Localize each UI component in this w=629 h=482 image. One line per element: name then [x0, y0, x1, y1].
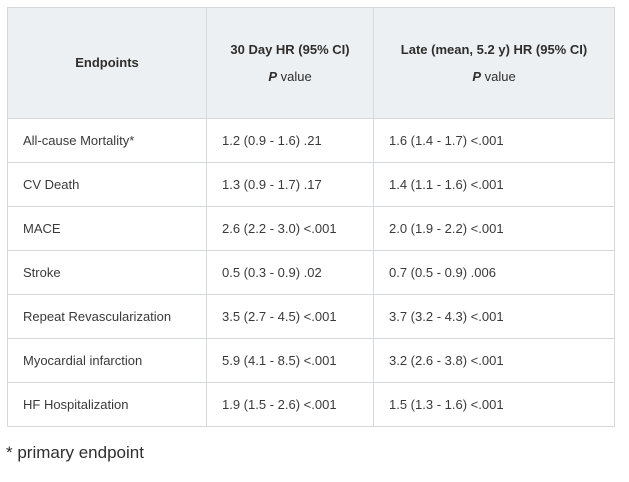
hr-late-cell: 3.2 (2.6 - 3.8) <.001	[373, 338, 615, 383]
table-row: Repeat Revascularization 3.5 (2.7 - 4.5)…	[7, 294, 615, 339]
header-late-hr: Late (mean, 5.2 y) HR (95% CI) P value	[373, 7, 615, 119]
endpoint-cell: Stroke	[7, 250, 207, 295]
hr-30-day-cell: 2.6 (2.2 - 3.0) <.001	[206, 206, 374, 251]
endpoint-cell: HF Hospitalization	[7, 382, 207, 427]
hr-30-day-cell: 1.3 (0.9 - 1.7) .17	[206, 162, 374, 207]
header-row: Endpoints 30 Day HR (95% CI) P value Lat…	[7, 7, 615, 119]
hr-late-cell: 1.4 (1.1 - 1.6) <.001	[373, 162, 615, 207]
header-30-day-hr-label: 30 Day HR (95% CI)	[230, 41, 350, 57]
footnote-primary-endpoint: * primary endpoint	[6, 443, 144, 462]
endpoint-cell: MACE	[7, 206, 207, 251]
endpoint-cell: Repeat Revascularization	[7, 294, 207, 339]
table-row: All-cause Mortality* 1.2 (0.9 - 1.6) .21…	[7, 118, 615, 163]
table-header: Endpoints 30 Day HR (95% CI) P value Lat…	[7, 7, 615, 119]
table-row: CV Death 1.3 (0.9 - 1.7) .17 1.4 (1.1 - …	[7, 162, 615, 207]
hr-late-cell: 3.7 (3.2 - 4.3) <.001	[373, 294, 615, 339]
hr-30-day-cell: 3.5 (2.7 - 4.5) <.001	[206, 294, 374, 339]
table-row: Myocardial infarction 5.9 (4.1 - 8.5) <.…	[7, 338, 615, 383]
p-value-text: value	[480, 68, 516, 84]
hr-late-cell: 1.6 (1.4 - 1.7) <.001	[373, 118, 615, 163]
endpoint-cell: All-cause Mortality*	[7, 118, 207, 163]
p-italic: P	[472, 68, 481, 84]
header-30-day-hr: 30 Day HR (95% CI) P value	[206, 7, 374, 119]
header-late-hr-label: Late (mean, 5.2 y) HR (95% CI)	[400, 41, 588, 57]
hr-late-cell: 1.5 (1.3 - 1.6) <.001	[373, 382, 615, 427]
table-row: MACE 2.6 (2.2 - 3.0) <.001 2.0 (1.9 - 2.…	[7, 206, 615, 251]
table-body: All-cause Mortality* 1.2 (0.9 - 1.6) .21…	[7, 118, 615, 427]
hr-30-day-cell: 5.9 (4.1 - 8.5) <.001	[206, 338, 374, 383]
endpoint-cell: CV Death	[7, 162, 207, 207]
hr-30-day-cell: 1.9 (1.5 - 2.6) <.001	[206, 382, 374, 427]
hr-30-day-cell: 0.5 (0.3 - 0.9) .02	[206, 250, 374, 295]
results-table-container: Endpoints 30 Day HR (95% CI) P value Lat…	[7, 7, 615, 427]
hr-30-day-cell: 1.2 (0.9 - 1.6) .21	[206, 118, 374, 163]
header-30-day-p-value: P value	[213, 69, 367, 85]
table-row: HF Hospitalization 1.9 (1.5 - 2.6) <.001…	[7, 382, 615, 427]
table-row: Stroke 0.5 (0.3 - 0.9) .02 0.7 (0.5 - 0.…	[7, 250, 615, 295]
header-endpoints: Endpoints	[7, 7, 207, 119]
p-value-text: value	[276, 68, 312, 84]
hr-late-cell: 2.0 (1.9 - 2.2) <.001	[373, 206, 615, 251]
header-endpoints-label: Endpoints	[75, 55, 139, 70]
header-late-p-value: P value	[380, 69, 608, 85]
endpoints-table: Endpoints 30 Day HR (95% CI) P value Lat…	[7, 7, 615, 427]
endpoint-cell: Myocardial infarction	[7, 338, 207, 383]
p-italic: P	[268, 68, 277, 84]
hr-late-cell: 0.7 (0.5 - 0.9) .006	[373, 250, 615, 295]
